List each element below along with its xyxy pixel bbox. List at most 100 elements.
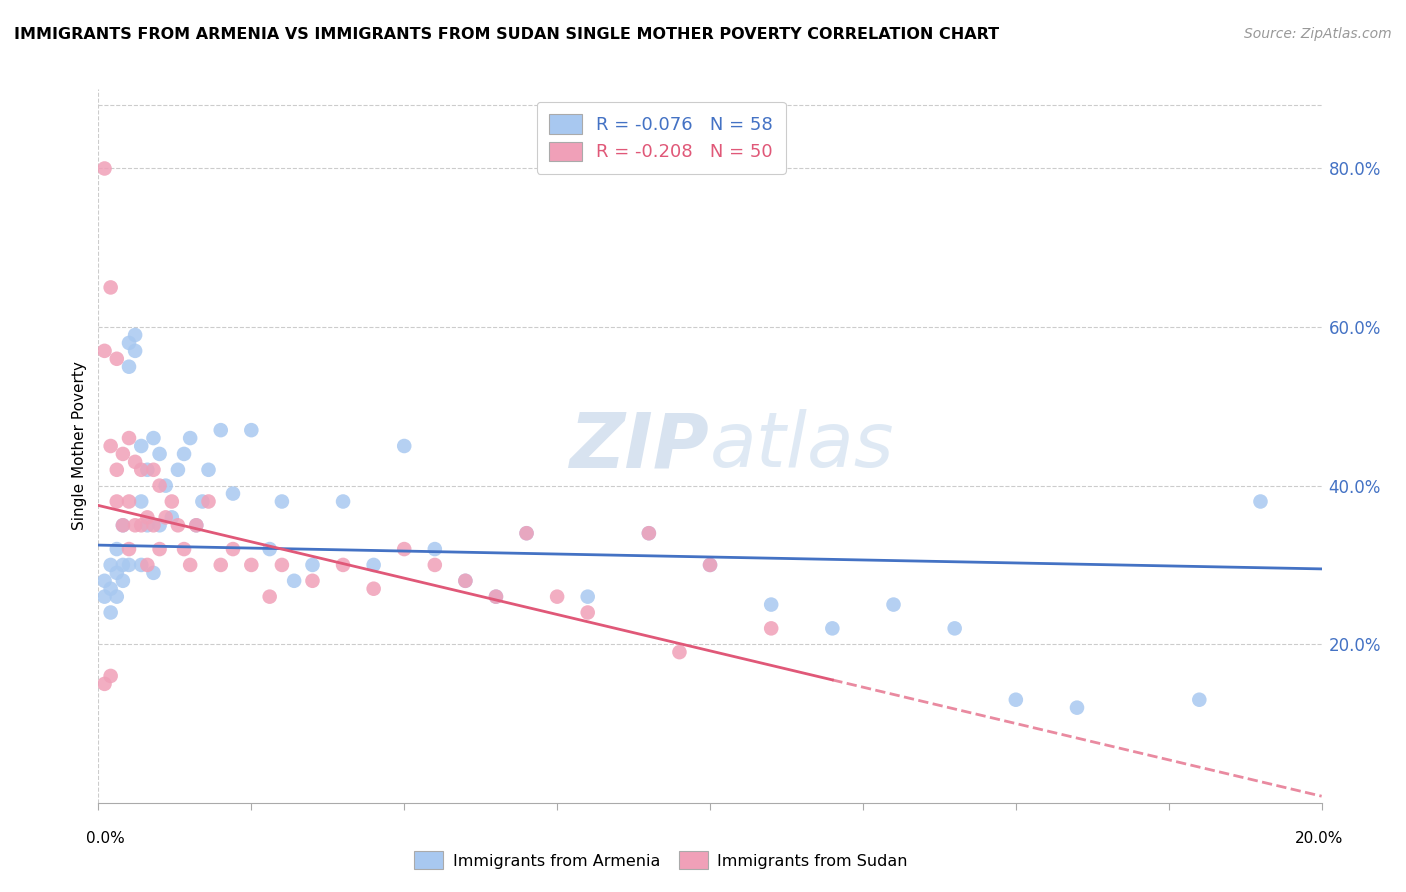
Text: ZIP: ZIP xyxy=(571,409,710,483)
Point xyxy=(93,590,115,604)
Point xyxy=(179,431,201,445)
Point xyxy=(454,574,477,588)
Text: atlas: atlas xyxy=(710,409,894,483)
Point xyxy=(173,542,195,557)
Point xyxy=(149,518,172,533)
Point xyxy=(136,510,159,524)
Point xyxy=(516,526,538,541)
Point xyxy=(160,510,183,524)
Point xyxy=(105,351,128,366)
Point xyxy=(240,558,263,572)
Point xyxy=(270,494,292,508)
Legend: Immigrants from Armenia, Immigrants from Sudan: Immigrants from Armenia, Immigrants from… xyxy=(406,844,915,877)
Point xyxy=(637,526,661,541)
Point xyxy=(105,463,128,477)
Point xyxy=(142,518,165,533)
Point xyxy=(155,510,177,524)
Point xyxy=(142,566,165,580)
Point xyxy=(93,574,115,588)
Point xyxy=(1066,700,1088,714)
Point xyxy=(197,463,219,477)
Point xyxy=(124,328,146,343)
Point xyxy=(100,582,122,596)
Point xyxy=(363,582,385,596)
Point xyxy=(111,574,134,588)
Point xyxy=(270,558,292,572)
Point xyxy=(186,518,208,533)
Point xyxy=(637,526,661,541)
Point xyxy=(943,621,966,635)
Point xyxy=(118,494,141,508)
Point xyxy=(759,621,782,635)
Point xyxy=(179,558,201,572)
Point xyxy=(301,574,323,588)
Point xyxy=(124,343,146,358)
Point xyxy=(105,566,128,580)
Point xyxy=(105,590,128,604)
Point xyxy=(155,478,177,492)
Point xyxy=(454,574,477,588)
Point xyxy=(129,439,152,453)
Point xyxy=(485,590,508,604)
Point xyxy=(136,463,159,477)
Point xyxy=(111,518,134,533)
Point xyxy=(149,478,172,492)
Point xyxy=(100,280,122,294)
Point xyxy=(100,558,122,572)
Point xyxy=(222,486,245,500)
Point xyxy=(118,542,141,557)
Point xyxy=(124,518,146,533)
Point xyxy=(576,590,599,604)
Point xyxy=(186,518,208,533)
Point xyxy=(668,645,690,659)
Point xyxy=(546,590,568,604)
Point xyxy=(118,558,141,572)
Point xyxy=(883,598,905,612)
Point xyxy=(1188,692,1211,706)
Point xyxy=(93,161,115,176)
Point xyxy=(209,558,232,572)
Point xyxy=(105,494,128,508)
Point xyxy=(332,494,354,508)
Point xyxy=(576,606,599,620)
Text: IMMIGRANTS FROM ARMENIA VS IMMIGRANTS FROM SUDAN SINGLE MOTHER POVERTY CORRELATI: IMMIGRANTS FROM ARMENIA VS IMMIGRANTS FR… xyxy=(14,27,1000,42)
Point xyxy=(142,463,165,477)
Point xyxy=(105,542,128,557)
Point xyxy=(259,542,281,557)
Point xyxy=(283,574,305,588)
Point xyxy=(423,542,446,557)
Point xyxy=(759,598,782,612)
Point xyxy=(197,494,219,508)
Point xyxy=(124,455,146,469)
Text: Source: ZipAtlas.com: Source: ZipAtlas.com xyxy=(1244,27,1392,41)
Point xyxy=(516,526,538,541)
Point xyxy=(363,558,385,572)
Point xyxy=(100,439,122,453)
Point xyxy=(118,335,141,350)
Point xyxy=(100,606,122,620)
Point xyxy=(173,447,195,461)
Point xyxy=(301,558,323,572)
Point xyxy=(136,518,159,533)
Point xyxy=(149,447,172,461)
Point xyxy=(93,677,115,691)
Point xyxy=(240,423,263,437)
Point xyxy=(118,431,141,445)
Point xyxy=(423,558,446,572)
Point xyxy=(129,558,152,572)
Point xyxy=(129,518,152,533)
Point xyxy=(485,590,508,604)
Point xyxy=(167,518,190,533)
Point xyxy=(142,431,165,445)
Point xyxy=(100,669,122,683)
Point xyxy=(93,343,115,358)
Point xyxy=(111,518,134,533)
Point xyxy=(111,447,134,461)
Point xyxy=(1249,494,1271,508)
Point xyxy=(111,558,134,572)
Point xyxy=(332,558,354,572)
Point xyxy=(209,423,232,437)
Point xyxy=(118,359,141,374)
Point xyxy=(191,494,214,508)
Point xyxy=(149,542,172,557)
